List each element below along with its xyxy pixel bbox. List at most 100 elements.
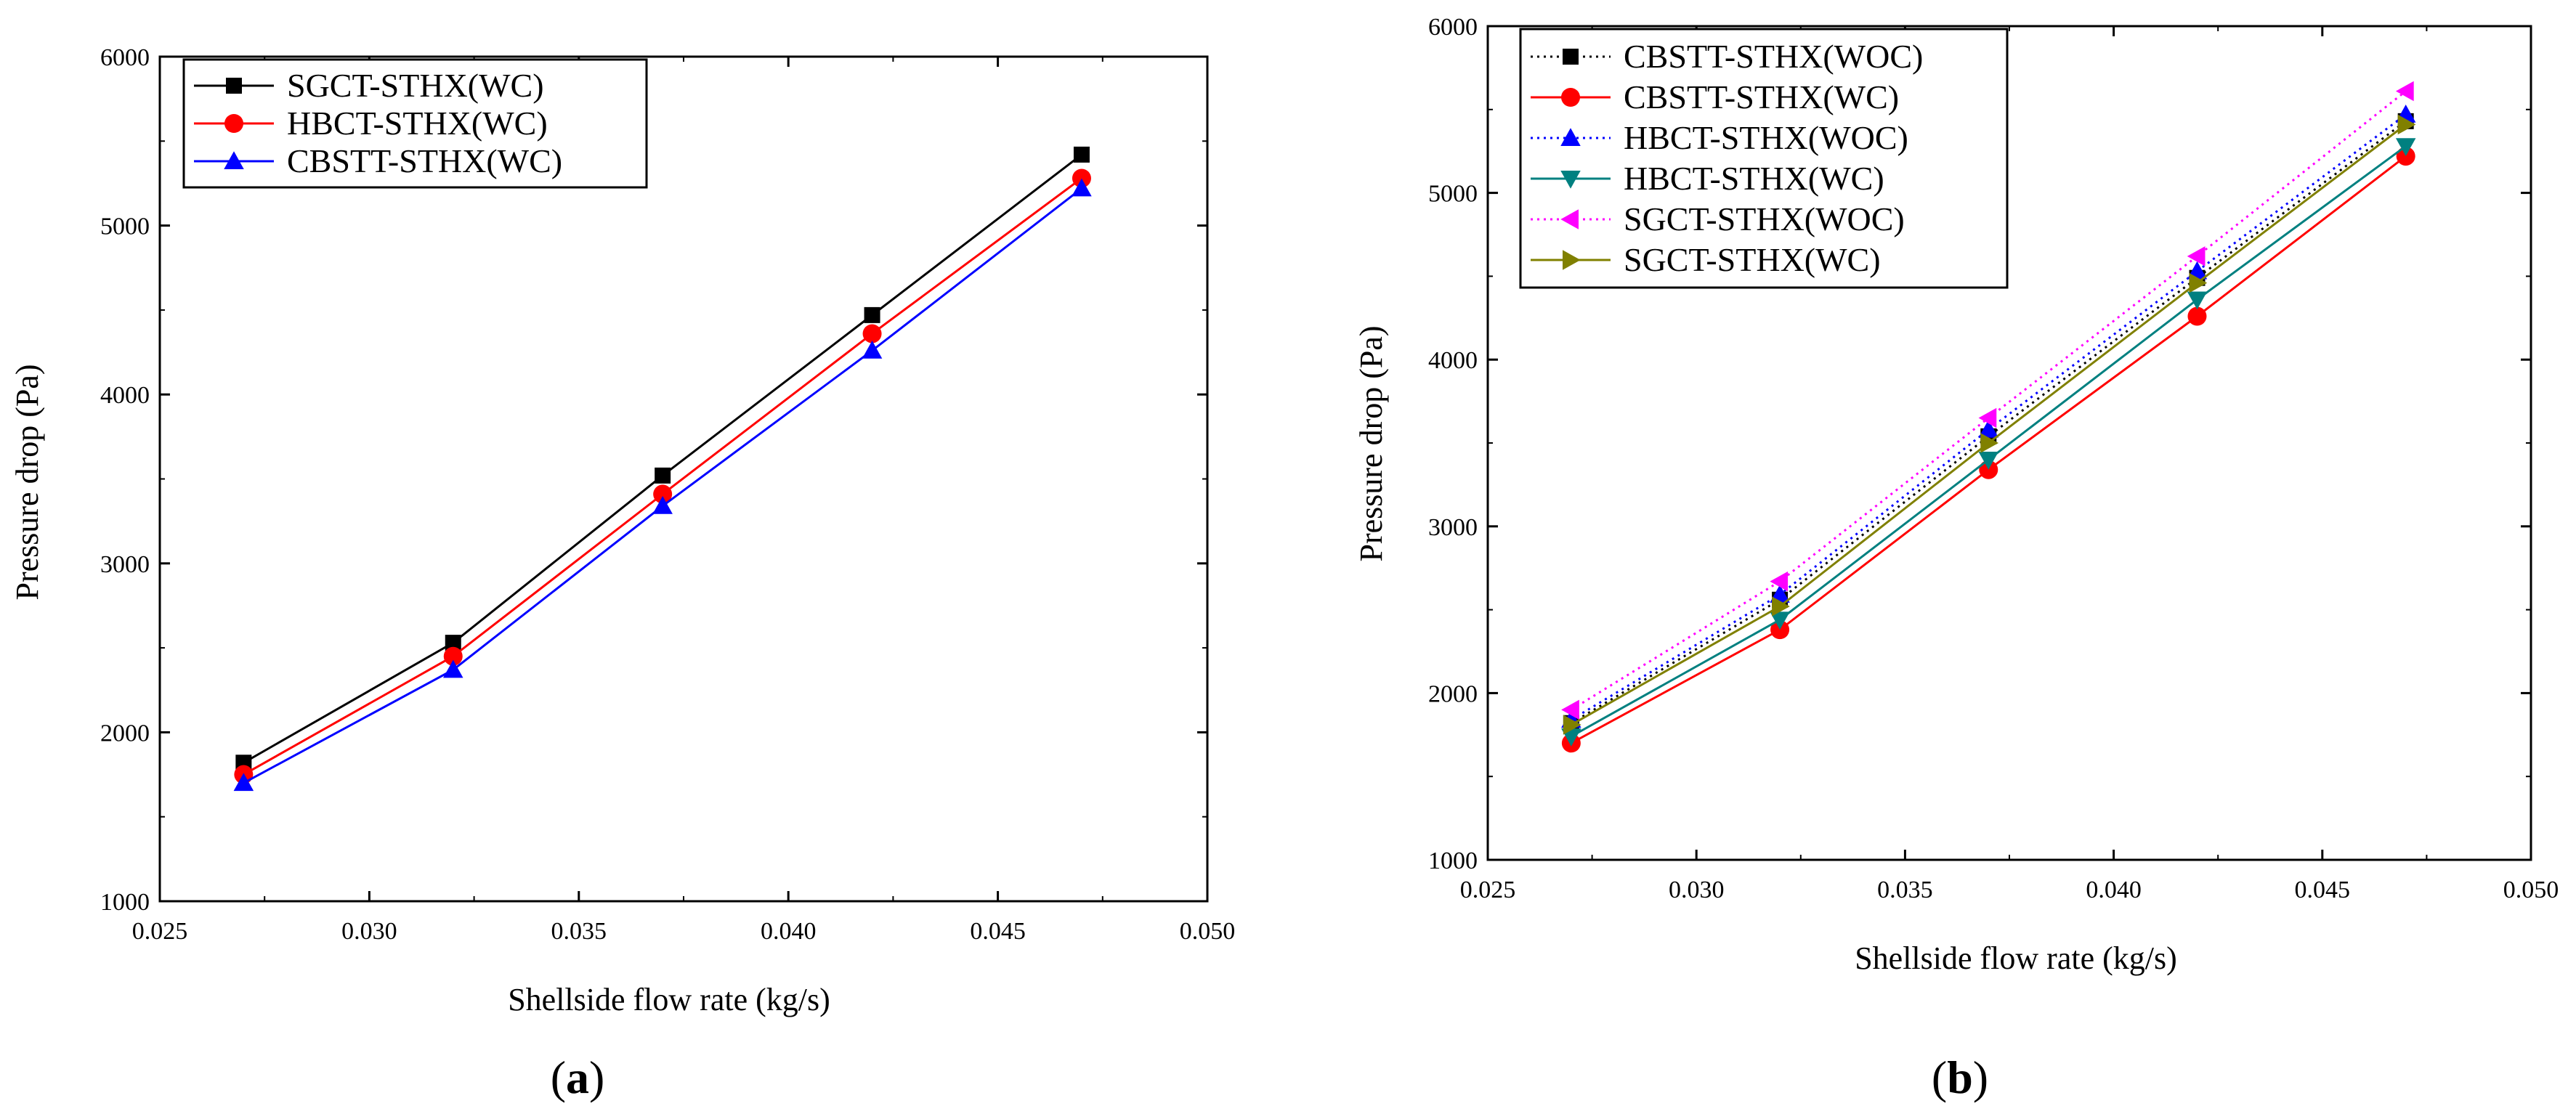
panel-b-legend-item: CBSTT-STHX(WC) — [1531, 78, 1899, 115]
panel-a-data-point — [1072, 168, 1091, 188]
panel-b-legend-marker — [1563, 49, 1579, 65]
panel-b-series-5 — [1561, 81, 2414, 720]
panel-b-data-point — [1561, 699, 1579, 720]
panel-b-data-point — [2397, 114, 2416, 135]
panel-a-data-point — [862, 324, 882, 343]
panel-a-y-tick-label: 3000 — [100, 551, 150, 578]
panel-b-y-tick-label: 5000 — [1428, 181, 1478, 208]
panel-b-letter: b — [1947, 1052, 1973, 1103]
panel-a-legend: SGCT-STHX(WC)HBCT-STHX(WC)CBSTT-STHX(WC) — [182, 58, 648, 189]
panel-b-series-4 — [1561, 138, 2416, 747]
panel-a-x-tick-label: 0.030 — [341, 918, 397, 945]
panel-b-legend-label: HBCT-STHX(WC) — [1624, 160, 1884, 197]
panel-a-x-tick-label: 0.050 — [1180, 918, 1236, 945]
panel-a-legend-item: CBSTT-STHX(WC) — [194, 142, 562, 179]
panel-a-x-axis-title: Shellside flow rate (kg/s) — [508, 982, 830, 1017]
panel-b-y-tick-label: 3000 — [1428, 514, 1478, 541]
panel-a-data-point — [1072, 178, 1092, 197]
panel-b-data-point — [2187, 291, 2208, 310]
panel-b-x-tick-label: 0.030 — [1669, 877, 1725, 903]
panel-a-data-point — [233, 773, 254, 792]
panel-a-plot-area — [233, 146, 1092, 792]
panel-b-x-axis-title: Shellside flow rate (kg/s) — [1855, 940, 2177, 976]
panel-b-legend: CBSTT-STHX(WOC)CBSTT-STHX(WC) HBCT-STHX(W… — [1519, 28, 2009, 289]
panel-b-legend-item: CBSTT-STHX(WOC) — [1531, 38, 1923, 75]
panel-a-y-tick-label: 6000 — [100, 44, 150, 71]
panel-b-data-point — [1770, 571, 1789, 592]
panel-b-data-point — [1980, 433, 1999, 453]
panel-b-legend-item: HBCT-STHX(WOC) — [1531, 119, 1908, 156]
panel-b-data-point — [2187, 306, 2207, 326]
panel-a-y-tick-label: 1000 — [100, 889, 150, 916]
panel-a-legend-item: HBCT-STHX(WC) — [194, 105, 548, 142]
panel-a-legend-marker — [224, 151, 244, 169]
panel-b-series-2 — [1561, 147, 2415, 753]
panel-b-legend-label: HBCT-STHX(WOC) — [1624, 119, 1908, 156]
panel-b-data-point — [1563, 715, 1581, 735]
panel-a-data-point — [445, 635, 461, 651]
panel-b-label: (b) — [1932, 1052, 1988, 1103]
panel-a-legend-label: SGCT-STHX(WC) — [287, 67, 544, 104]
panel-b-data-point — [1978, 407, 1997, 428]
panel-a-data-point — [443, 659, 463, 678]
panel-b-data-point — [1978, 451, 1999, 470]
panel-a-data-point — [653, 484, 673, 504]
panel-b-data-point — [2189, 272, 2208, 293]
panel-a-axes: 0.025 0.030 0.035 0.040 0.045 0.050 1000 2000 30… — [100, 44, 1235, 945]
panel-b-axes: 0.025 0.030 0.035 0.040 0.045 0.050 1000 2000 30… — [1428, 14, 2559, 903]
panel-b-series-line — [1571, 113, 2407, 721]
panel-a-x-tick-label: 0.025 — [132, 918, 188, 945]
panel-a-series-2 — [234, 168, 1091, 784]
panel-a-x-tick-label: 0.040 — [761, 918, 817, 945]
panel-a-legend-item: SGCT-STHX(WC) — [194, 67, 544, 104]
panel-a-y-tick-label: 4000 — [100, 382, 150, 409]
panel-b-x-tick-label: 0.035 — [1877, 877, 1933, 903]
panel-b-data-point — [1772, 596, 1790, 617]
panel-b-legend-marker — [1560, 209, 1579, 229]
panel-b-x-tick-label: 0.050 — [2503, 877, 2559, 903]
panel-b-legend-item: SGCT-STHX(WC) — [1531, 241, 1881, 278]
panel-b-data-point — [1770, 611, 1790, 630]
panel-b-legend-item: HBCT-STHX(WC) — [1531, 160, 1884, 197]
panel-b: 0.025 0.030 0.035 0.040 0.045 0.050 1000 2000 30… — [1353, 14, 2559, 1103]
panel-a-data-point — [1073, 146, 1090, 163]
panel-b-plot-area — [1561, 81, 2416, 753]
panel-a-y-axis-title: Pressure drop (Pa) — [9, 364, 45, 600]
panel-a-letter: a — [566, 1052, 589, 1103]
panel-a-legend-label: CBSTT-STHX(WC) — [287, 142, 562, 179]
panel-b-y-tick-label: 6000 — [1428, 14, 1478, 41]
panel-b-data-point — [2187, 246, 2206, 267]
panel-a-data-point — [864, 306, 880, 323]
panel-a-series-line — [243, 153, 1082, 764]
panel-b-legend-marker — [1560, 171, 1581, 189]
panel-b-data-point — [1978, 419, 1999, 438]
panel-a-legend-marker — [224, 114, 243, 133]
panel-a-x-tick-label: 0.035 — [551, 918, 607, 945]
panel-a-series-1 — [235, 146, 1090, 771]
panel-a-legend-label: HBCT-STHX(WC) — [287, 105, 548, 142]
panel-b-x-tick-label: 0.025 — [1460, 877, 1516, 903]
panel-b-legend-marker — [1563, 250, 1581, 270]
panel-a-data-point — [655, 467, 671, 484]
panel-b-legend-label: CBSTT-STHX(WOC) — [1624, 38, 1923, 75]
panel-b-x-tick-label: 0.045 — [2295, 877, 2351, 903]
panel-b-series-6 — [1563, 114, 2416, 735]
panel-a-y-tick-label: 2000 — [100, 720, 150, 747]
panel-a-data-point — [443, 646, 463, 666]
panel-b-legend-label: CBSTT-STHX(WC) — [1624, 78, 1899, 115]
panel-b-data-point — [1979, 460, 1998, 479]
panel-b-legend-marker — [1561, 88, 1580, 107]
panel-b-y-tick-label: 2000 — [1428, 680, 1478, 707]
panel-a-data-point — [862, 340, 883, 359]
panel-b-legend-label: SGCT-STHX(WC) — [1624, 241, 1881, 278]
panel-a-legend-marker — [226, 78, 242, 94]
panel-b-y-tick-label: 1000 — [1428, 847, 1478, 874]
panel-b-data-point — [2395, 81, 2414, 102]
panel-b-data-point — [2396, 147, 2415, 166]
panel-b-data-point — [2395, 138, 2416, 157]
panel-b-y-axis-title: Pressure drop (Pa) — [1353, 325, 1389, 561]
panel-b-y-tick-label: 4000 — [1428, 347, 1478, 374]
panel-b-legend-label: SGCT-STHX(WOC) — [1624, 200, 1905, 237]
panel-a-x-tick-label: 0.045 — [970, 918, 1026, 945]
